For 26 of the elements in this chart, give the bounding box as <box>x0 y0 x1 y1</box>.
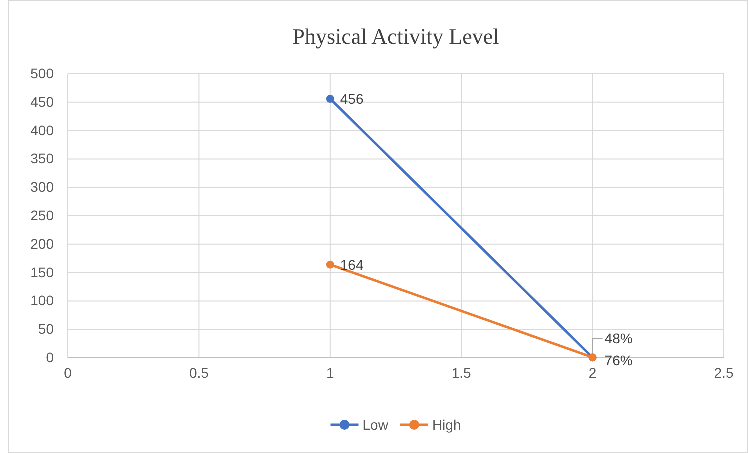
y-tick-label: 100 <box>30 292 54 309</box>
x-tick-label: 0 <box>64 364 72 381</box>
y-tick-label: 50 <box>38 321 54 338</box>
data-label: 456 <box>340 90 364 107</box>
y-tick-label: 300 <box>30 179 54 196</box>
y-tick-label: 350 <box>30 150 54 167</box>
y-tick-label: 150 <box>30 264 54 280</box>
y-tick-label: 200 <box>30 236 54 252</box>
legend-label: Low <box>362 417 390 433</box>
legend-label: High <box>432 417 462 433</box>
data-label: 76% <box>604 352 633 369</box>
y-tick-label: 250 <box>30 207 54 224</box>
point <box>326 260 334 269</box>
x-tick-label: 2 <box>588 364 597 381</box>
chart-title: Physical Activity Level <box>292 24 500 49</box>
data-label: 48% <box>604 330 633 347</box>
x-tick-label: 1 <box>326 364 334 381</box>
y-tick-label: 0 <box>46 349 54 366</box>
point <box>326 95 334 103</box>
y-tick-label: 400 <box>30 122 54 138</box>
x-tick-label: 1.5 <box>452 364 472 381</box>
x-tick-label: 0.5 <box>189 364 210 381</box>
y-tick-label: 500 <box>30 65 54 82</box>
data-label: 164 <box>340 256 364 273</box>
y-tick-label: 450 <box>30 94 54 110</box>
x-tick-label: 2.5 <box>714 364 734 381</box>
